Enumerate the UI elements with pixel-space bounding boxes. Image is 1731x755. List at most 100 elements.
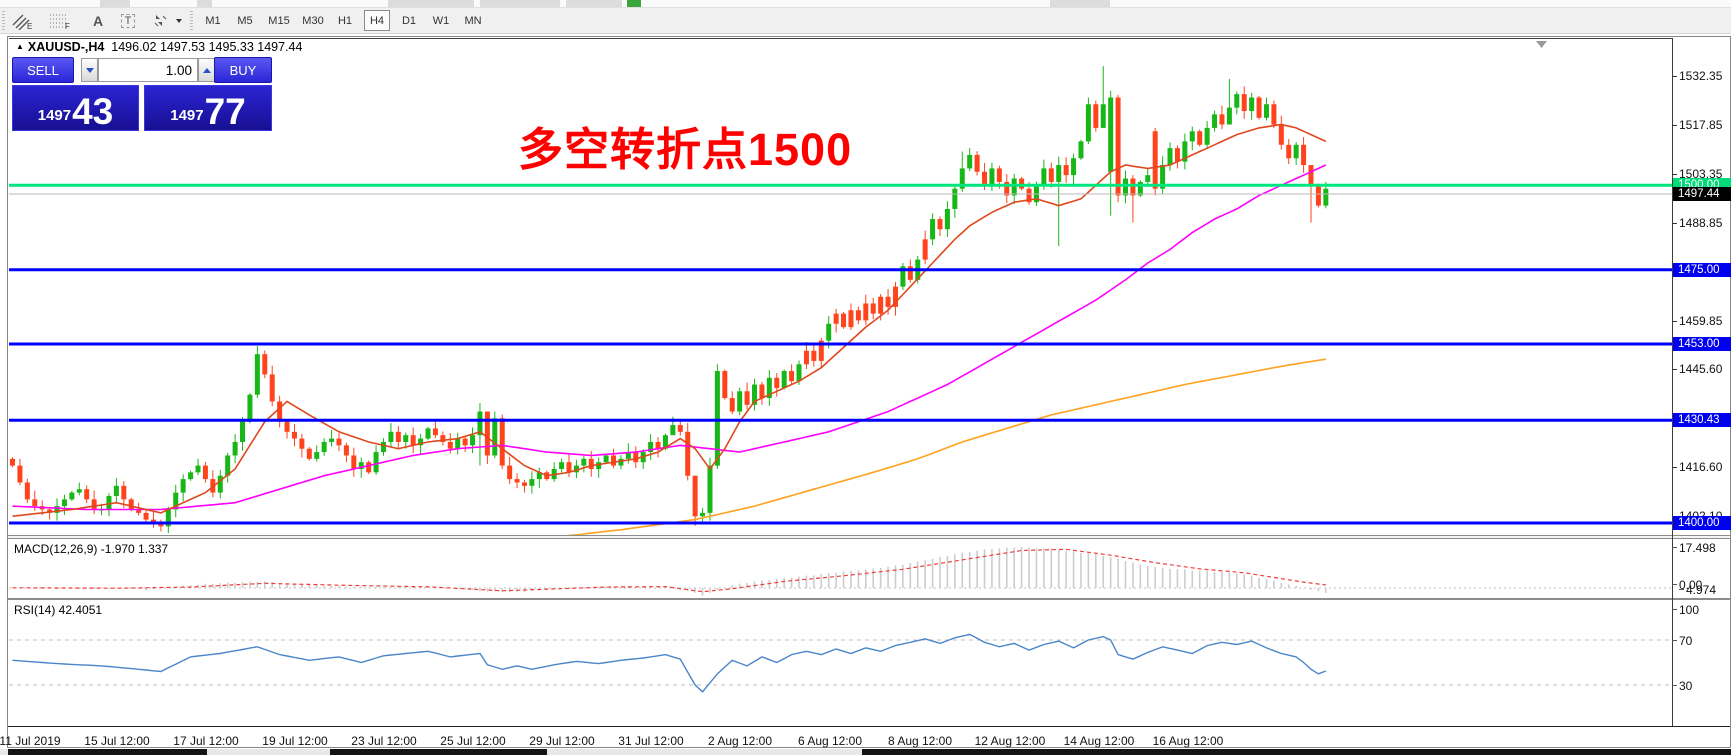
svg-text:F: F — [65, 22, 70, 30]
time-axis-label: 6 Aug 12:00 — [797, 734, 863, 748]
ask-price-major: 1497 — [170, 107, 204, 124]
macd-panel[interactable] — [9, 540, 1672, 598]
tick-mark — [1672, 173, 1677, 175]
volume-input[interactable] — [98, 58, 198, 82]
sell-button[interactable]: SELL — [12, 57, 74, 83]
bottom-strip — [330, 749, 547, 755]
tick-mark — [1672, 76, 1677, 78]
time-axis-line — [8, 726, 1730, 727]
price-level-badge: 1497.44 — [1673, 186, 1731, 201]
price-axis-line — [1672, 38, 1673, 726]
time-axis-label: 25 Jul 12:00 — [440, 734, 506, 748]
time-axis-label: 8 Aug 12:00 — [887, 734, 953, 748]
indicator-tick-label: 0.00 — [1672, 578, 1702, 592]
bid-price-box[interactable]: 1497 43 — [12, 85, 139, 131]
toolbar-gripper — [2, 11, 5, 30]
tick-mark — [1672, 369, 1677, 370]
price-tick-label: 1517.85 — [1672, 118, 1722, 132]
equidistant-channel-icon[interactable]: E — [8, 10, 36, 31]
price-level-badge: 1430.43 — [1673, 413, 1731, 428]
time-axis-label: 17 Jul 12:00 — [173, 734, 239, 748]
timeframe-h4-button[interactable]: H4 — [364, 10, 390, 31]
tick-mark — [1679, 589, 1684, 590]
tick-mark — [1672, 547, 1677, 548]
timeframe-m1-button[interactable]: M1 — [205, 14, 221, 27]
ask-price-minor: 77 — [204, 90, 246, 132]
svg-text:E: E — [27, 22, 32, 30]
time-axis-label: 16 Aug 12:00 — [1152, 734, 1224, 748]
time-axis-label: 14 Aug 12:00 — [1063, 734, 1135, 748]
symbol-label: XAUUSD-,H4 — [27, 40, 105, 54]
partial-button — [100, 0, 130, 7]
rsi-label: RSI(14) 42.4051 — [14, 603, 103, 617]
price-level-badge: 1475.00 — [1673, 262, 1731, 277]
time-axis-label: 11 Jul 2019 — [0, 734, 61, 748]
tick-mark — [1672, 609, 1677, 610]
ohlc-values: 1496.02 1497.53 1495.33 1497.44 — [111, 40, 303, 54]
chart-window[interactable]: ▲ XAUUSD-,H4 1496.02 1497.53 1495.33 1497… — [0, 36, 1731, 748]
price-level-badge: 1453.00 — [1673, 337, 1731, 352]
bid-price-major: 1497 — [37, 107, 72, 124]
tick-mark — [1672, 320, 1677, 322]
tick-mark — [1672, 640, 1677, 641]
time-axis-label: 23 Jul 12:00 — [351, 734, 417, 748]
buy-button[interactable]: BUY — [214, 57, 272, 83]
partial-button — [388, 0, 474, 7]
partial-button — [197, 0, 212, 7]
timeframe-m15-button[interactable]: M15 — [268, 14, 290, 27]
time-axis-label: 12 Aug 12:00 — [974, 734, 1046, 748]
time-axis-label: 19 Jul 12:00 — [262, 734, 328, 748]
price-tick-label: 1445.60 — [1672, 362, 1722, 376]
indicator-tick-label: 17.498 — [1672, 541, 1716, 555]
indicator-tick-label: 100 — [1672, 603, 1699, 617]
text-label-icon[interactable]: A — [92, 12, 104, 29]
rsi-panel[interactable] — [9, 600, 1672, 724]
volume-decrease-button[interactable] — [81, 58, 98, 82]
price-tick-label: 1488.85 — [1672, 216, 1722, 230]
collapse-arrow-icon[interactable]: ▲ — [16, 42, 24, 51]
partial-button — [480, 0, 560, 7]
arrows-icon[interactable] — [146, 10, 174, 31]
toolbar-gripper — [190, 11, 193, 30]
indicator-tick-label: 4.974 — [1679, 583, 1716, 597]
text-icon[interactable]: T — [114, 10, 142, 31]
timeframe-h1-button[interactable]: H1 — [337, 14, 353, 27]
bid-price-minor: 43 — [72, 90, 114, 132]
partial-icon-green — [627, 0, 641, 7]
timeframe-d1-button[interactable]: D1 — [401, 14, 417, 27]
time-axis-label: 15 Jul 12:00 — [84, 734, 150, 748]
panel-separator[interactable] — [8, 535, 1730, 539]
price-chart[interactable] — [9, 38, 1672, 535]
macd-label: MACD(12,26,9) -1.970 1.337 — [14, 542, 169, 556]
partial-button — [566, 0, 622, 7]
bottom-edge-strip — [0, 749, 1731, 755]
ask-price-box[interactable]: 1497 77 — [144, 85, 272, 131]
indicator-tick-label: 70 — [1672, 634, 1692, 648]
price-tick-label: 1503.35 — [1672, 167, 1722, 181]
partial-toolbar-row — [0, 0, 1731, 8]
partial-button — [1050, 0, 1110, 7]
timeframe-m30-button[interactable]: M30 — [302, 14, 324, 27]
chevron-down-icon[interactable] — [176, 19, 182, 23]
tick-mark — [1672, 222, 1677, 224]
tick-mark — [1672, 685, 1677, 686]
tick-mark — [1672, 466, 1677, 468]
volume-increase-button[interactable] — [198, 58, 215, 82]
arrow-up-icon — [202, 67, 211, 73]
time-axis-label: 31 Jul 12:00 — [618, 734, 684, 748]
bottom-strip — [8, 749, 207, 755]
timeframe-mn-button[interactable]: MN — [464, 14, 482, 27]
one-click-trading-panel: SELL BUY 1497 43 1497 77 — [12, 57, 272, 131]
timeframe-w1-button[interactable]: W1 — [432, 14, 450, 27]
arrow-down-icon — [85, 67, 94, 73]
panel-separator[interactable] — [8, 598, 1730, 600]
time-axis-label: 29 Jul 12:00 — [529, 734, 595, 748]
timeframe-m5-button[interactable]: M5 — [237, 14, 253, 27]
chart-text-annotation: 多空转折点1500 — [518, 124, 853, 175]
fibonacci-icon[interactable]: F — [46, 10, 74, 31]
time-axis-label: 2 Aug 12:00 — [707, 734, 773, 748]
chart-title: ▲ XAUUSD-,H4 1496.02 1497.53 1495.33 1497… — [16, 40, 302, 54]
price-level-badge: 1400.00 — [1673, 516, 1731, 530]
